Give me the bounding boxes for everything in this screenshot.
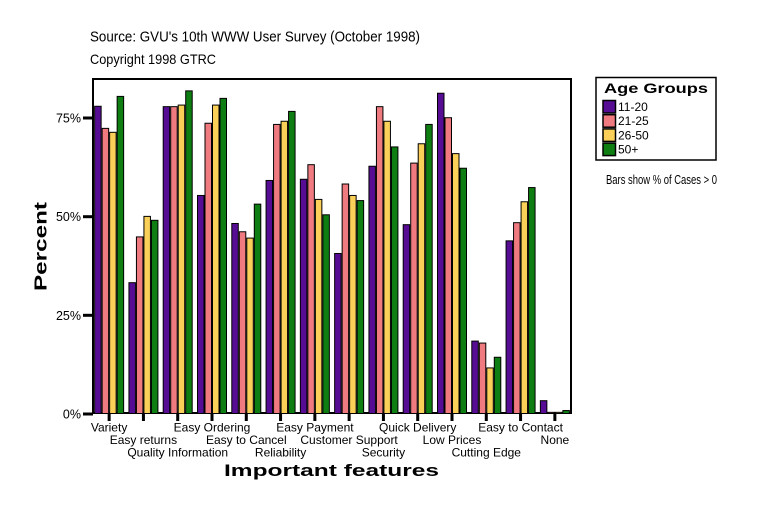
svg-text:Quick Delivery: Quick Delivery [379, 420, 456, 434]
svg-text:Security: Security [362, 445, 405, 459]
svg-text:Important features: Important features [224, 461, 439, 480]
svg-text:Easy to Contact: Easy to Contact [478, 420, 563, 434]
svg-text:Reliability: Reliability [255, 445, 306, 459]
svg-text:Source: GVU's 10th WWW User Su: Source: GVU's 10th WWW User Survey (Octo… [90, 30, 420, 46]
svg-text:50+: 50+ [618, 143, 638, 157]
svg-text:Easy to Cancel: Easy to Cancel [206, 433, 287, 447]
svg-text:11-20: 11-20 [618, 100, 648, 114]
svg-text:Easy Payment: Easy Payment [276, 420, 354, 434]
svg-text:Customer Support: Customer Support [300, 433, 398, 447]
svg-text:0%: 0% [63, 408, 81, 422]
svg-text:26-50: 26-50 [618, 128, 649, 142]
svg-text:25%: 25% [56, 309, 81, 323]
svg-text:Cutting Edge: Cutting Edge [452, 445, 522, 459]
svg-text:Bars show % of Cases > 0: Bars show % of Cases > 0 [606, 173, 717, 187]
svg-text:Variety: Variety [91, 420, 127, 434]
svg-text:50%: 50% [56, 210, 81, 224]
svg-text:Percent: Percent [31, 202, 51, 291]
svg-text:Copyright 1998 GTRC: Copyright 1998 GTRC [90, 51, 216, 67]
svg-text:Age Groups: Age Groups [604, 80, 708, 96]
svg-text:Quality Information: Quality Information [127, 445, 228, 459]
svg-text:Easy returns: Easy returns [110, 433, 177, 447]
svg-text:21-25: 21-25 [618, 114, 649, 128]
svg-text:Low Prices: Low Prices [423, 433, 482, 447]
svg-text:None: None [541, 433, 570, 447]
svg-text:75%: 75% [56, 112, 81, 126]
svg-text:Easy Ordering: Easy Ordering [174, 420, 251, 434]
